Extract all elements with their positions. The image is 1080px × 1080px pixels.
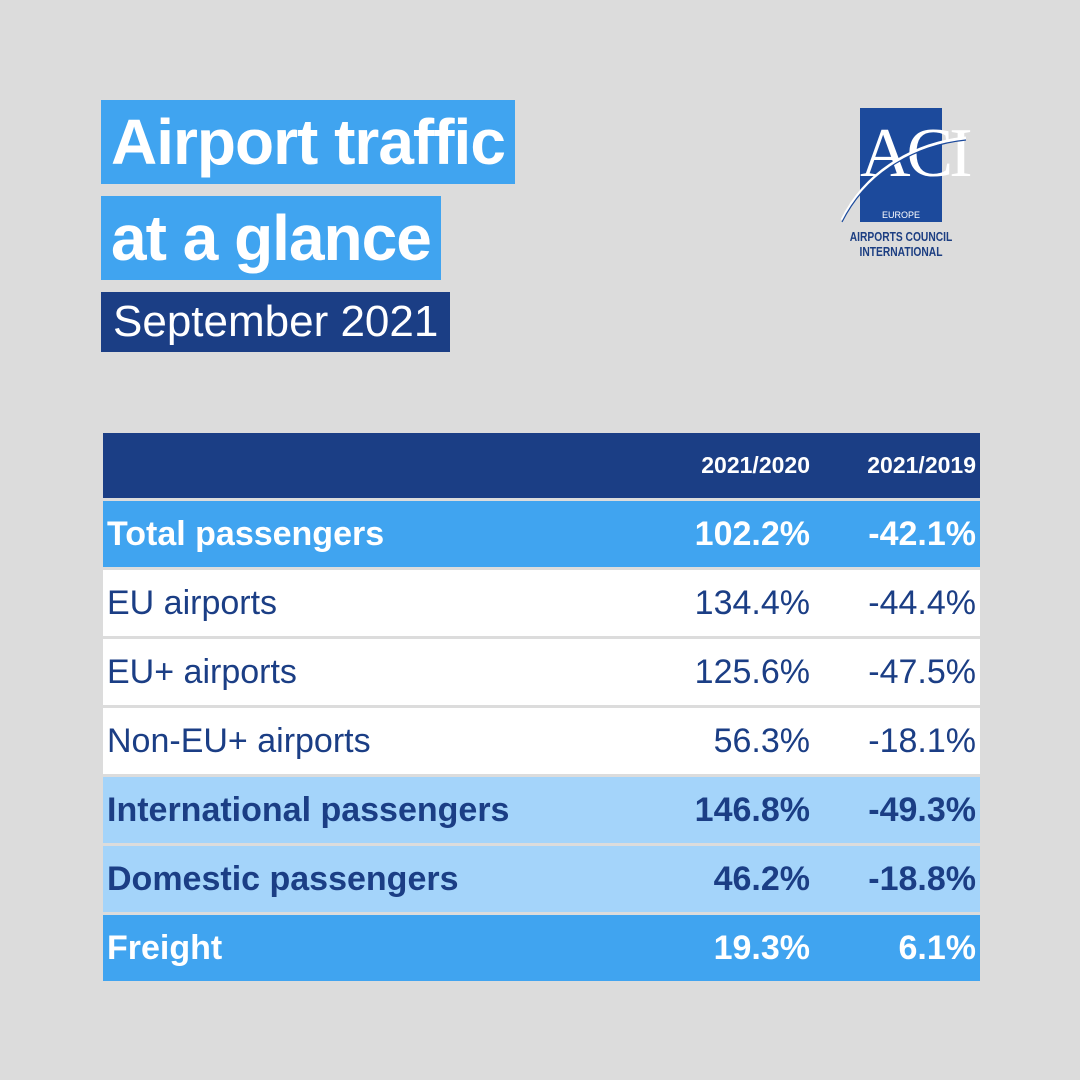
value-2021-2019: -18.1% (868, 722, 976, 760)
row-label: Domestic passengers (107, 860, 459, 898)
table-row-eu-plus-airports: EU+ airports 125.6% -47.5% (103, 639, 980, 708)
logo-caption: AIRPORTS COUNCIL INTERNATIONAL (849, 230, 953, 260)
table-row-domestic-passengers: Domestic passengers 46.2% -18.8% (103, 846, 980, 915)
value-2021-2020: 102.2% (694, 515, 810, 553)
row-label: EU+ airports (107, 653, 297, 691)
table-row-international-passengers: International passengers 146.8% -49.3% (103, 777, 980, 846)
traffic-table: 2021/2020 2021/2019 Total passengers 102… (103, 433, 980, 981)
value-2021-2020: 19.3% (713, 929, 810, 967)
subtitle-date: September 2021 (101, 292, 451, 352)
value-2021-2020: 56.3% (713, 722, 810, 760)
logo-caption-line-1: AIRPORTS COUNCIL (849, 230, 953, 244)
column-header-2021-2019: 2021/2019 (867, 452, 976, 478)
value-2021-2020: 146.8% (694, 791, 810, 829)
table-header: 2021/2020 2021/2019 (103, 433, 980, 501)
value-2021-2019: -42.1% (868, 515, 976, 553)
logo-caption-line-2: INTERNATIONAL (859, 245, 943, 259)
logo-region: EUROPE (881, 210, 920, 220)
row-label: Freight (107, 929, 223, 967)
value-2021-2020: 46.2% (713, 860, 810, 898)
value-2021-2020: 125.6% (694, 653, 810, 691)
value-2021-2019: -49.3% (868, 791, 976, 829)
row-label: International passengers (107, 791, 510, 829)
value-2021-2019: -44.4% (868, 584, 976, 622)
aci-europe-logo: ACI EUROPE AIRPORTS COUNCIL INTERNATIONA… (838, 108, 973, 268)
table-row-freight: Freight 19.3% 6.1% (103, 915, 980, 981)
title-line-2: at a glance (101, 196, 441, 280)
row-label: Non-EU+ airports (107, 722, 371, 760)
value-2021-2019: -18.8% (868, 860, 976, 898)
value-2021-2019: -47.5% (868, 653, 976, 691)
value-2021-2019: 6.1% (898, 929, 977, 967)
row-label: Total passengers (107, 515, 385, 553)
title-line-1: Airport traffic (101, 100, 515, 184)
table-row-non-eu-plus-airports: Non-EU+ airports 56.3% -18.1% (103, 708, 980, 777)
table-row-total-passengers: Total passengers 102.2% -42.1% (103, 501, 980, 570)
column-header-2021-2020: 2021/2020 (701, 452, 810, 478)
logo-swoosh-icon (840, 136, 967, 223)
row-label: EU airports (107, 584, 278, 622)
table-row-eu-airports: EU airports 134.4% -44.4% (103, 570, 980, 639)
value-2021-2020: 134.4% (694, 584, 810, 622)
